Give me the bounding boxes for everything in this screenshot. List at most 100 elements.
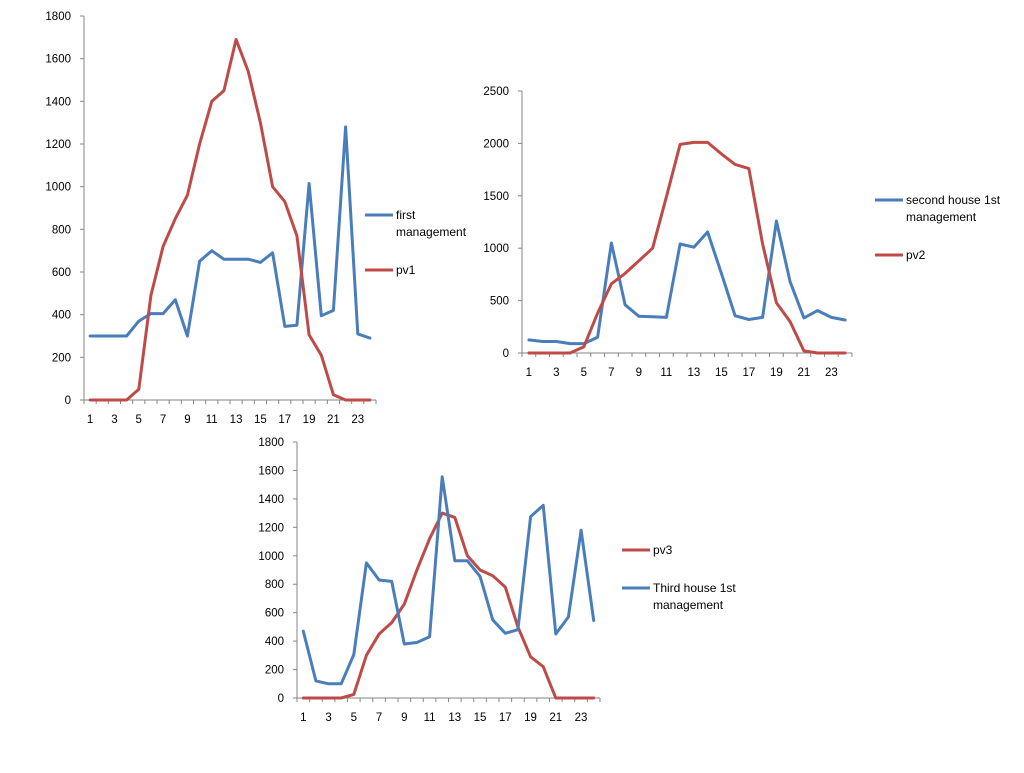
legend-label: pv1 (396, 263, 416, 277)
data-point (761, 242, 764, 246)
data-point (582, 345, 586, 348)
data-point (307, 333, 311, 337)
data-point (259, 261, 262, 264)
data-point (529, 655, 532, 658)
x-tick-label: 7 (160, 414, 166, 426)
x-tick-label: 13 (448, 712, 461, 724)
x-tick-label: 19 (303, 414, 316, 426)
x-tick-label: 13 (230, 414, 243, 426)
data-point (720, 152, 723, 156)
y-tick-label: 200 (265, 665, 284, 677)
data-point (368, 398, 372, 402)
data-point (541, 351, 544, 355)
data-point (802, 316, 806, 320)
x-tick-label: 15 (254, 414, 267, 426)
data-point (651, 315, 654, 319)
legend-label: Third house 1st (653, 581, 736, 595)
x-tick-label: 11 (206, 414, 218, 426)
data-point (125, 398, 128, 402)
x-tick-label: 19 (770, 367, 783, 379)
y-tick-label: 1200 (45, 139, 71, 151)
y-tick-label: 1000 (483, 243, 509, 255)
data-point (567, 615, 570, 619)
data-point (568, 342, 572, 345)
data-point (610, 282, 613, 286)
x-tick-label: 23 (575, 712, 588, 724)
y-tick-label: 1400 (258, 494, 284, 506)
legend-label: management (906, 210, 977, 224)
data-point (283, 200, 286, 203)
data-point (733, 163, 737, 166)
data-point (733, 314, 737, 317)
data-point (592, 696, 595, 700)
data-point (390, 580, 393, 583)
x-tick-label: 13 (687, 367, 700, 379)
x-tick-label: 9 (184, 414, 190, 426)
data-point (377, 578, 381, 582)
data-point (568, 351, 572, 355)
data-point (198, 260, 201, 263)
data-point (137, 319, 140, 323)
x-tick-label: 15 (474, 712, 487, 724)
data-point (415, 641, 419, 644)
data-point (247, 70, 250, 73)
data-point (529, 515, 532, 518)
data-point (516, 628, 520, 631)
data-point (637, 259, 641, 262)
data-point (592, 619, 595, 622)
data-point (761, 316, 764, 319)
data-point (259, 121, 262, 124)
data-point (302, 629, 305, 633)
data-point (210, 100, 213, 103)
data-point (596, 336, 599, 339)
data-point (555, 340, 558, 343)
data-point (491, 574, 494, 577)
data-point (623, 272, 627, 275)
data-point (283, 325, 286, 328)
data-point (377, 632, 381, 636)
data-point (149, 312, 153, 315)
data-point (88, 334, 92, 338)
data-point (234, 258, 238, 261)
data-point (527, 351, 531, 355)
series-line (301, 475, 596, 686)
data-point (428, 537, 431, 540)
data-point (271, 251, 274, 254)
x-tick-label: 3 (111, 414, 117, 426)
data-point (339, 696, 343, 700)
y-tick-label: 2500 (483, 86, 509, 98)
data-point (314, 679, 318, 683)
data-point (174, 298, 177, 301)
y-tick-label: 400 (265, 636, 284, 648)
data-point (314, 696, 318, 700)
x-tick-label: 21 (797, 367, 810, 379)
x-tick-label: 17 (742, 367, 755, 379)
data-point (332, 309, 335, 312)
legend-label: management (396, 225, 467, 239)
data-point (802, 349, 806, 353)
data-point (665, 316, 668, 319)
data-point (403, 642, 406, 646)
data-point (356, 332, 359, 336)
data-point (113, 398, 116, 402)
data-point (775, 301, 778, 304)
data-point (302, 696, 305, 700)
data-point (788, 280, 792, 283)
data-point (101, 334, 104, 338)
data-point (466, 559, 469, 562)
y-tick-label: 1000 (45, 182, 71, 194)
data-point (352, 653, 356, 656)
y-tick-label: 800 (52, 224, 71, 236)
data-point (843, 351, 847, 355)
series-line (527, 140, 847, 355)
data-point (541, 665, 545, 668)
data-point (541, 504, 545, 507)
y-tick-label: 0 (65, 395, 71, 407)
data-point (440, 475, 444, 479)
data-point (747, 167, 751, 170)
x-tick-label: 17 (499, 712, 512, 724)
y-tick-label: 1400 (45, 96, 71, 108)
data-point (554, 632, 558, 636)
